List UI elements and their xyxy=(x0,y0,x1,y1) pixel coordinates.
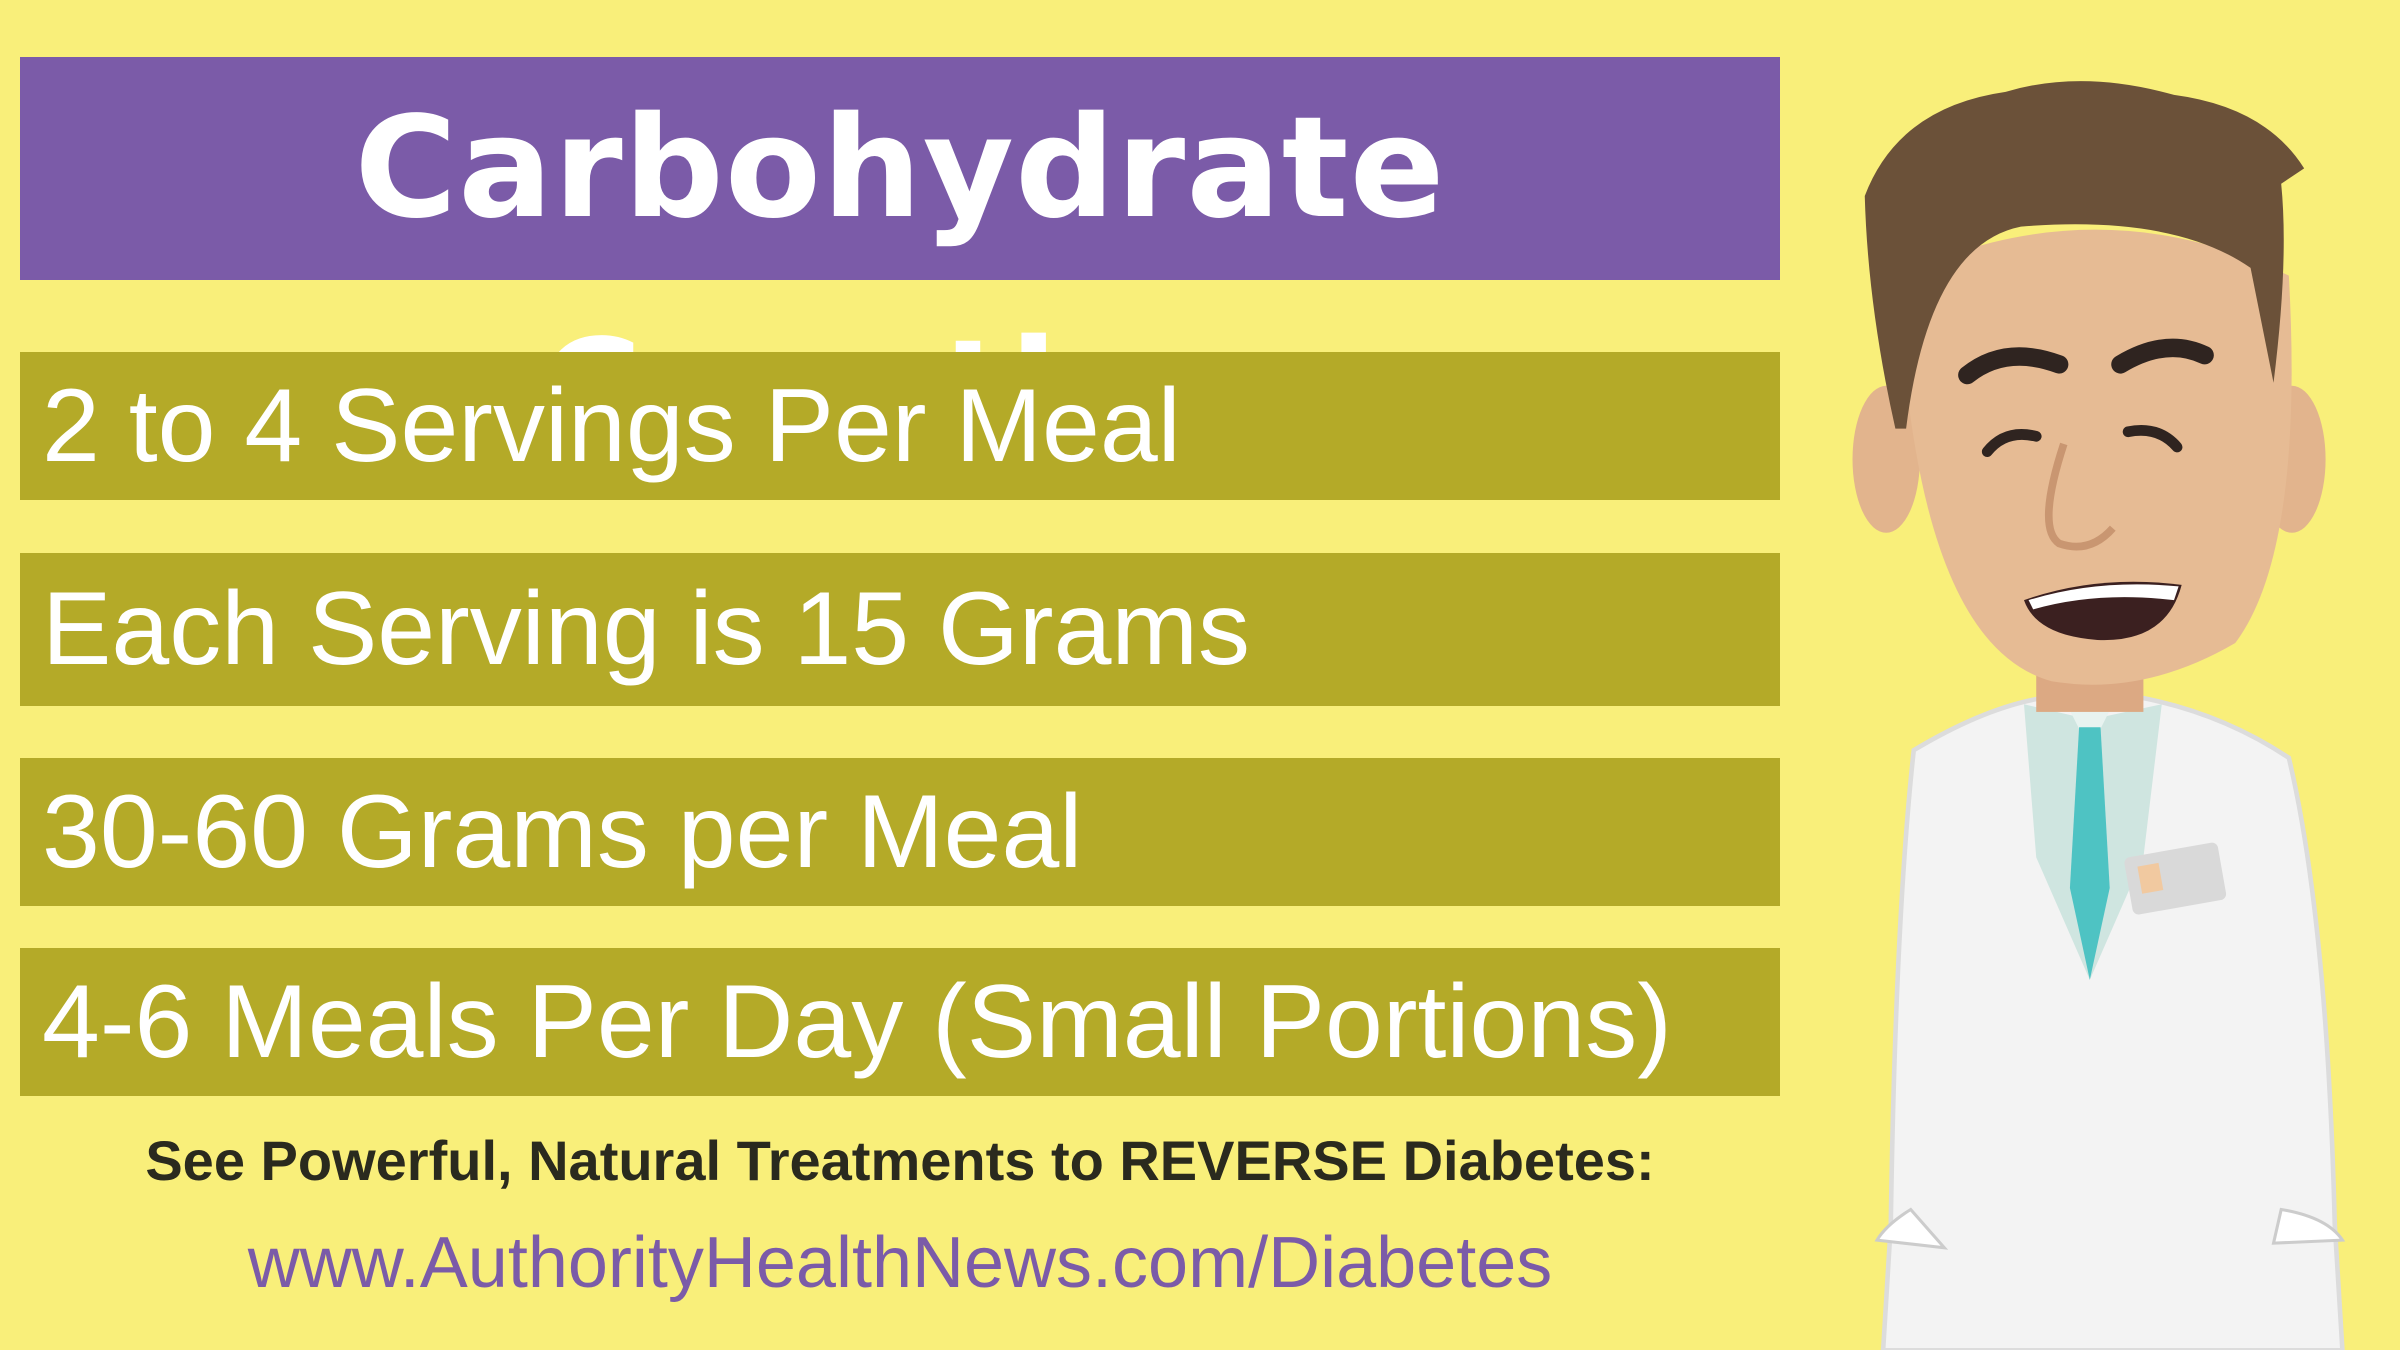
item: 2 to 4 Servings Per Meal xyxy=(20,352,1780,500)
item: 4-6 Meals Per Day (Small Portions) xyxy=(20,948,1780,1096)
item: 30-60 Grams per Meal xyxy=(20,758,1780,906)
item: Each Serving is 15 Grams xyxy=(20,553,1780,706)
url: www.AuthorityHealthNews.com/Diabetes xyxy=(247,1223,1553,1303)
promo-text: See Powerful, Natural Treatments to REVE… xyxy=(145,1129,1655,1192)
title: Carbohydrate Counting xyxy=(20,57,1780,473)
